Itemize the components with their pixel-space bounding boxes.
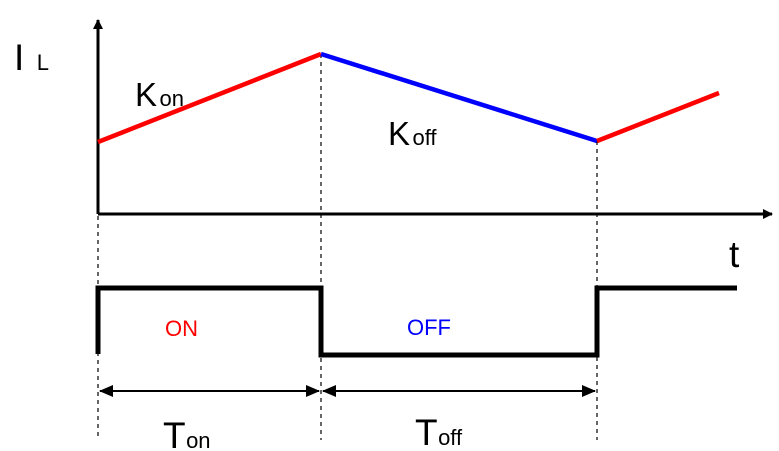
t-off-label-main: T: [415, 412, 438, 451]
current-rise-on-segment: [97, 51, 322, 145]
t-off-label: T off: [415, 412, 463, 451]
y-axis-label-sub: L: [37, 50, 49, 75]
y-axis-label-main: I: [14, 37, 24, 78]
t-off-label-sub: off: [438, 425, 463, 450]
k-off-label-main: K: [388, 115, 410, 152]
t-on-label-sub: on: [186, 428, 210, 451]
current-fall-off-segment: [320, 51, 598, 144]
state-on-label: ON: [165, 316, 198, 341]
switch-state-waveform: [95, 285, 737, 358]
k-on-label-main: K: [135, 76, 157, 113]
k-off-label: K off: [388, 115, 437, 152]
x-axis-label: t: [729, 234, 740, 275]
k-on-label-sub: on: [159, 86, 183, 111]
y-axis-label: I L: [14, 37, 49, 78]
k-on-label: K on: [135, 76, 184, 113]
state-off-label: OFF: [407, 315, 451, 340]
current-rise-next-on-segment: [596, 90, 720, 144]
t-on-label: T on: [163, 415, 211, 451]
k-off-label-sub: off: [412, 125, 437, 150]
t-on-label-main: T: [163, 415, 186, 451]
